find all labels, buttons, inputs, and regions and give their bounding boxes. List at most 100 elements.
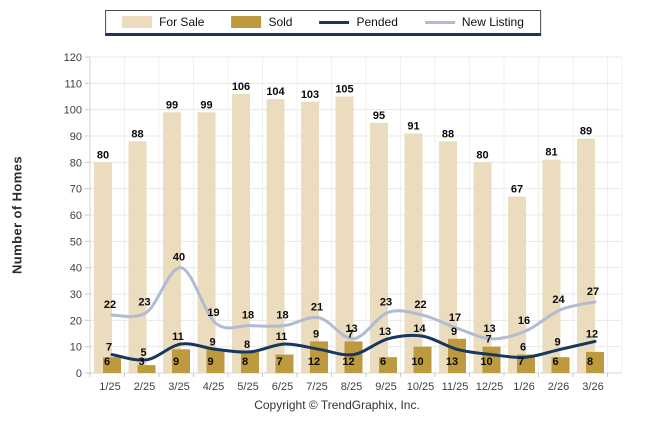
new-listing-value-label: 17 <box>449 312 461 324</box>
sold-bar <box>413 346 432 373</box>
sold-bar <box>172 349 190 373</box>
x-tick-label: 2/26 <box>548 381 569 393</box>
sold-value-label: 8 <box>242 356 248 368</box>
new-listing-value-label: 21 <box>311 302 323 314</box>
pended-line <box>110 333 597 362</box>
x-tick-label: 12/25 <box>476 381 504 393</box>
for-sale-bar <box>542 159 561 373</box>
pended-value-label: 7 <box>485 334 491 346</box>
for-sale-bar <box>128 141 147 373</box>
legend-item-sold[interactable]: Sold <box>231 15 292 29</box>
sold-bar <box>379 357 397 373</box>
sold-bar <box>275 354 294 373</box>
for-sale-value-label: 80 <box>476 149 488 161</box>
pended-value-label: 12 <box>586 328 598 340</box>
x-tick-label: 3/26 <box>582 381 603 393</box>
for-sale-bar <box>335 96 354 373</box>
pended-value-label: 14 <box>413 323 426 335</box>
y-tick-label: 10 <box>70 342 82 354</box>
sold-value-label: 8 <box>587 356 593 368</box>
pended-value-label: 7 <box>106 342 112 354</box>
for-sale-bar <box>370 122 388 373</box>
pended-value-label: 9 <box>313 328 319 340</box>
for-sale-value-label: 104 <box>266 86 285 98</box>
for-sale-bar <box>232 93 250 373</box>
for-sale-value-label: 88 <box>442 128 454 140</box>
pended-value-label: 9 <box>451 326 457 338</box>
for-sale-legend-swatch <box>122 16 153 28</box>
sold-value-label: 12 <box>308 356 320 368</box>
legend-item-new-listing[interactable]: New Listing <box>424 15 524 29</box>
pended-value-label: 13 <box>379 326 391 338</box>
new-listing-value-label: 19 <box>207 307 219 319</box>
pended-value-label: 6 <box>520 342 526 354</box>
x-tick-label: 11/25 <box>442 381 469 393</box>
new-listing-value-label: 18 <box>276 310 288 322</box>
y-tick-label: 100 <box>64 105 82 117</box>
for-sale-bar <box>94 162 112 373</box>
new-listing-value-label: 13 <box>345 323 357 335</box>
sold-value-label: 7 <box>518 356 524 368</box>
legend-item-for-sale[interactable]: For Sale <box>122 15 204 29</box>
y-tick-label: 80 <box>70 157 82 169</box>
sold-bar <box>241 351 259 373</box>
for-sale-value-label: 95 <box>373 110 385 122</box>
sold-value-label: 6 <box>552 356 558 368</box>
sold-bar <box>137 365 156 373</box>
for-sale-value-label: 103 <box>301 89 319 101</box>
y-tick-label: 120 <box>64 52 82 64</box>
for-sale-value-label: 105 <box>335 84 353 96</box>
for-sale-bar <box>197 112 216 374</box>
sold-bar <box>551 357 570 373</box>
new-listing-value-label: 40 <box>173 252 185 264</box>
y-tick-label: 50 <box>70 236 82 248</box>
y-tick-label: 40 <box>70 263 82 275</box>
for-sale-value-label: 81 <box>545 147 557 159</box>
for-sale-value-label: 88 <box>131 128 143 140</box>
for-sale-value-label: 80 <box>97 149 109 161</box>
x-tick-label: 4/25 <box>203 381 224 393</box>
for-sale-value-label: 91 <box>407 120 419 132</box>
for-sale-value-label: 67 <box>511 184 523 196</box>
for-sale-bar <box>266 99 285 373</box>
sold-value-label: 10 <box>411 356 423 368</box>
copyright-text: Copyright © TrendGraphix, Inc. <box>254 398 420 412</box>
sold-legend-swatch <box>231 16 262 28</box>
x-tick-label: 6/25 <box>272 381 293 393</box>
y-tick-label: 110 <box>64 78 82 90</box>
new-listing-legend-swatch <box>424 20 455 24</box>
for-sale-bar <box>163 112 181 374</box>
sold-bar <box>103 357 121 373</box>
new-listing-line <box>110 266 597 341</box>
pended-value-label: 7 <box>347 328 353 340</box>
pended-value-label: 5 <box>140 347 146 359</box>
pended-legend-swatch <box>319 20 350 24</box>
new-listing-value-label: 27 <box>587 286 599 298</box>
y-tick-label: 70 <box>70 184 82 196</box>
for-sale-bar <box>473 162 492 373</box>
x-tick-label: 9/25 <box>375 381 396 393</box>
x-tick-label: 10/25 <box>407 381 435 393</box>
sold-value-label: 13 <box>446 356 458 368</box>
sold-value-label: 10 <box>480 356 492 368</box>
legend-label: For Sale <box>159 15 205 29</box>
sold-value-label: 6 <box>104 356 110 368</box>
pended-value-label: 11 <box>276 331 288 343</box>
new-listing-value-label: 22 <box>414 299 426 311</box>
new-listing-value-label: 22 <box>104 299 116 311</box>
for-sale-bar <box>577 138 595 373</box>
y-tick-label: 30 <box>70 289 82 301</box>
y-tick-label: 20 <box>70 315 82 327</box>
sold-value-label: 12 <box>342 356 354 368</box>
pended-value-label: 9 <box>554 336 560 348</box>
new-listing-value-label: 24 <box>552 294 565 306</box>
legend: For Sale Sold Pended New Listing <box>105 10 541 36</box>
legend-label: Pended <box>356 15 398 29</box>
pended-value-label: 8 <box>244 339 250 351</box>
x-tick-label: 7/25 <box>306 381 327 393</box>
legend-item-pended[interactable]: Pended <box>319 15 398 29</box>
for-sale-value-label: 106 <box>232 81 250 93</box>
for-sale-bar <box>439 141 457 373</box>
